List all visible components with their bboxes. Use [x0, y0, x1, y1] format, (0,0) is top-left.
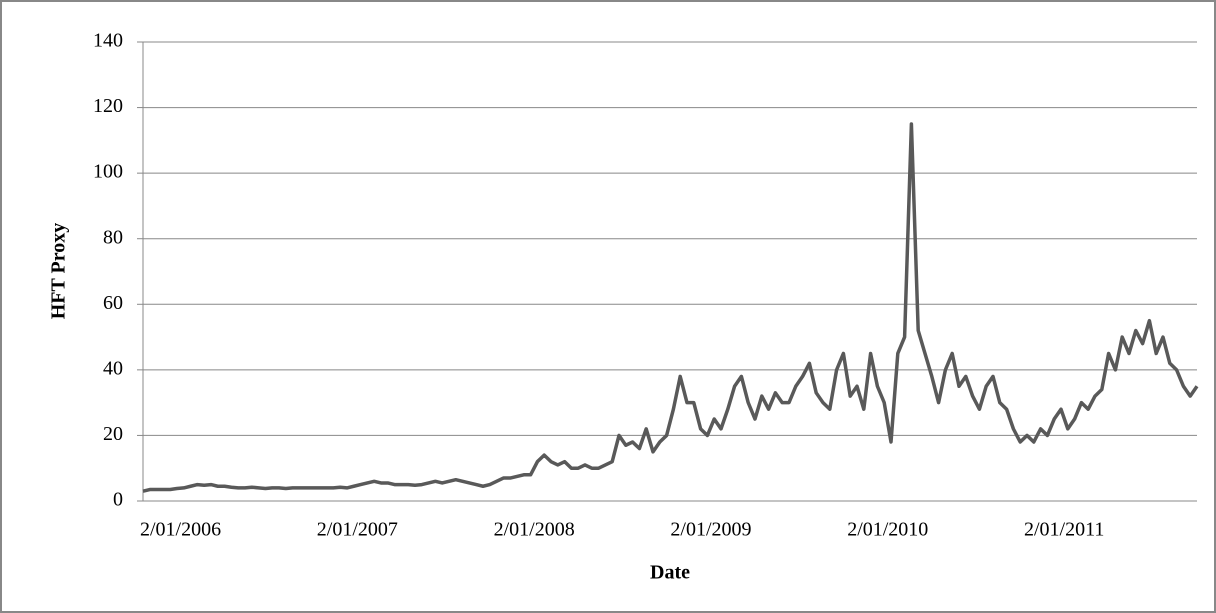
y-tick-label: 120: [93, 95, 123, 117]
data-line: [142, 122, 1199, 493]
y-tick-label: 140: [93, 30, 123, 52]
x-axis-title: Date: [650, 562, 690, 584]
y-tick-label: 20: [103, 423, 123, 445]
y-tick-label: 40: [103, 357, 123, 379]
x-tick-label: 2/01/2006: [140, 519, 221, 541]
x-tick-label: 2/01/2008: [494, 519, 575, 541]
y-tick-label: 60: [103, 292, 123, 314]
y-tick-label: 80: [103, 226, 123, 248]
y-tick-label: 0: [113, 489, 123, 511]
x-tick-label: 2/01/2007: [317, 519, 398, 541]
y-tick-label: 100: [93, 161, 123, 183]
x-tick-label: 2/01/2009: [670, 519, 751, 541]
x-tick-label: 2/01/2011: [1024, 519, 1104, 541]
x-tick-label: 2/01/2010: [847, 519, 928, 541]
y-axis-title: HFT Proxy: [48, 223, 70, 319]
